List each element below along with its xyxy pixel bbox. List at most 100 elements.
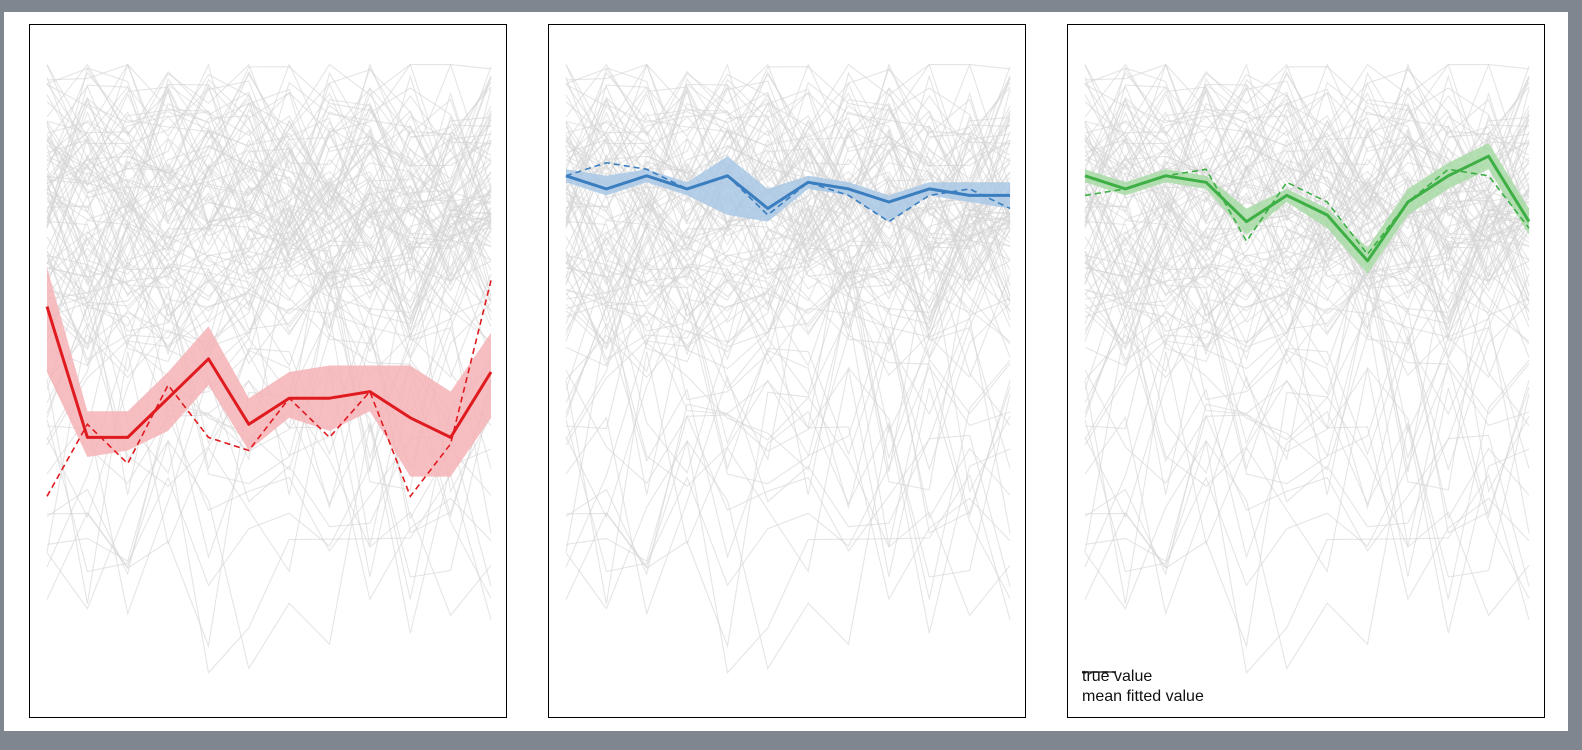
background-line-73 <box>46 193 492 348</box>
background-line-27 <box>46 224 492 365</box>
background-line-59 <box>1084 109 1530 253</box>
background-line-66 <box>565 134 1011 277</box>
background-line-104 <box>46 228 492 461</box>
background-line-85 <box>46 74 492 220</box>
background-lines <box>1084 62 1530 675</box>
background-line-72 <box>1084 173 1530 312</box>
background-line-58 <box>565 72 1011 194</box>
background-line-74 <box>565 88 1011 240</box>
background-line-45 <box>1084 119 1530 271</box>
background-line-71 <box>46 129 492 298</box>
background-line-71 <box>1084 129 1530 298</box>
background-line-88 <box>565 161 1011 321</box>
background-line-74 <box>46 88 492 240</box>
background-line-88 <box>1084 161 1530 321</box>
background-line-82 <box>1084 197 1530 324</box>
background-line-55 <box>1084 167 1530 328</box>
background-line-82 <box>565 197 1011 324</box>
background-line-71 <box>565 129 1011 298</box>
background-line-62 <box>46 73 492 231</box>
background-line-67 <box>1084 73 1530 229</box>
background-line-94 <box>46 424 492 671</box>
background-line-79 <box>565 63 1011 187</box>
background-line-43 <box>1084 179 1530 282</box>
background-line-59 <box>565 109 1011 253</box>
background-line-97 <box>565 190 1011 440</box>
background-line-73 <box>565 193 1011 348</box>
background-line-102 <box>46 229 492 460</box>
background-line-15 <box>1084 111 1530 237</box>
background-line-59 <box>46 109 492 253</box>
background-line-67 <box>565 73 1011 229</box>
background-line-44 <box>1084 85 1530 241</box>
background-line-111 <box>1084 441 1530 675</box>
background-lines <box>46 62 492 675</box>
background-line-58 <box>1084 72 1530 194</box>
background-line-102 <box>565 229 1011 460</box>
background-line-96 <box>1084 334 1530 568</box>
confidence-band <box>566 156 1010 222</box>
background-line-87 <box>1084 62 1530 223</box>
background-line-69 <box>1084 213 1530 363</box>
background-line-84 <box>46 116 492 271</box>
confidence-band <box>1085 143 1529 274</box>
background-line-101 <box>46 298 492 520</box>
background-line-111 <box>46 441 492 675</box>
background-line-78 <box>46 67 492 229</box>
background-line-110 <box>565 380 1011 601</box>
mean-fitted-line <box>1084 154 1531 263</box>
background-line-97 <box>1084 190 1530 440</box>
chart-panel-green: true value mean fitted value <box>1067 24 1545 718</box>
background-line-103 <box>1084 306 1530 547</box>
background-line-86 <box>46 88 492 248</box>
background-line-55 <box>46 167 492 328</box>
background-line-78 <box>565 67 1011 229</box>
background-line-107 <box>1084 262 1530 472</box>
chart-panel-red <box>29 24 507 718</box>
background-line-0 <box>46 63 492 175</box>
background-line-57 <box>565 212 1011 366</box>
background-line-62 <box>1084 73 1530 231</box>
background-line-109 <box>1084 290 1530 534</box>
background-line-94 <box>1084 424 1530 671</box>
background-line-87 <box>46 62 492 223</box>
chart-blue-plot <box>565 62 1011 675</box>
background-line-64 <box>565 187 1011 355</box>
background-line-106 <box>565 351 1011 604</box>
background-line-79 <box>46 63 492 187</box>
background-lines <box>565 62 1011 675</box>
background-line-44 <box>46 85 492 241</box>
background-line-69 <box>565 213 1011 363</box>
background-line-91 <box>565 271 1011 496</box>
background-line-91 <box>1084 271 1530 496</box>
background-line-33 <box>1084 131 1530 268</box>
legend-item-mean-fitted: mean fitted value <box>1082 671 1204 707</box>
background-line-99 <box>565 326 1011 552</box>
background-line-57 <box>1084 212 1530 366</box>
background-line-60 <box>1084 190 1530 323</box>
background-line-100 <box>1084 325 1530 578</box>
figure-window: true value mean fitted value <box>4 12 1568 731</box>
background-line-72 <box>565 173 1011 312</box>
background-line-78 <box>1084 67 1530 229</box>
background-line-102 <box>1084 229 1530 460</box>
background-line-104 <box>565 228 1011 461</box>
background-line-108 <box>1084 366 1530 587</box>
background-line-80 <box>1084 162 1530 321</box>
background-line-64 <box>1084 187 1530 355</box>
background-line-101 <box>565 298 1011 520</box>
background-line-111 <box>565 441 1011 675</box>
background-line-87 <box>565 62 1011 223</box>
background-line-65 <box>565 117 1011 269</box>
background-line-100 <box>565 325 1011 578</box>
background-line-27 <box>1084 224 1530 365</box>
background-line-33 <box>46 131 492 268</box>
background-line-104 <box>1084 228 1530 461</box>
background-line-15 <box>565 111 1011 237</box>
background-line-43 <box>46 179 492 282</box>
background-line-89 <box>1084 224 1530 356</box>
background-line-108 <box>565 366 1011 587</box>
confidence-band <box>47 267 491 477</box>
background-line-41 <box>46 158 492 305</box>
background-line-15 <box>46 111 492 237</box>
